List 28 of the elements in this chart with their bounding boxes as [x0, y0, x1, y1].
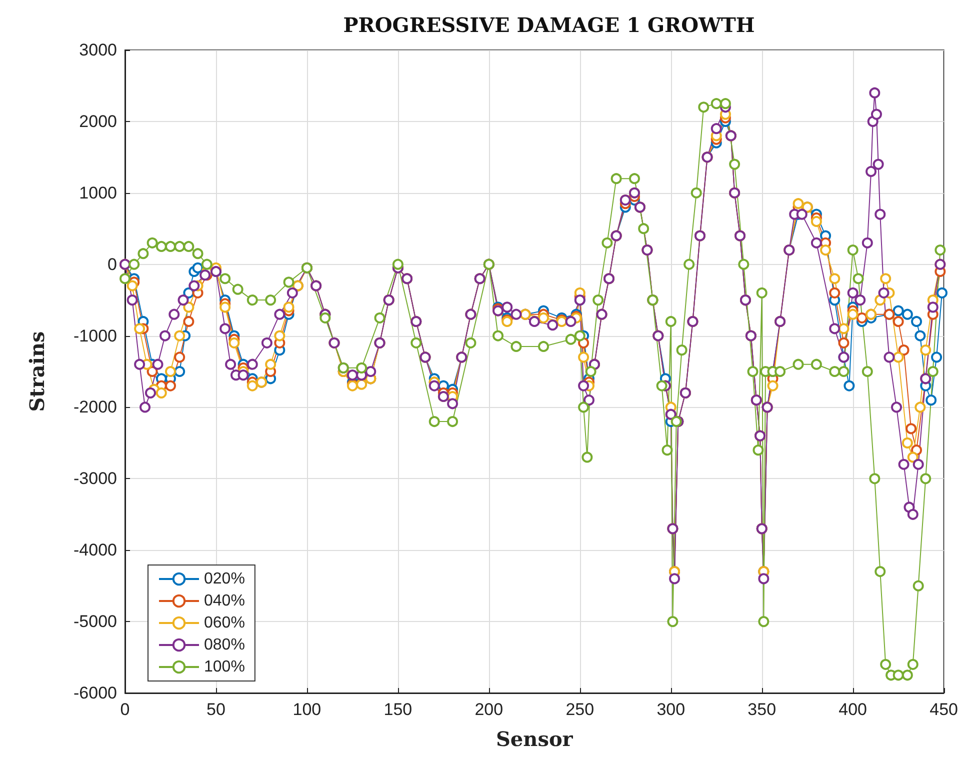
x-tick-label: 300	[656, 700, 686, 719]
x-tick-label: 0	[120, 700, 130, 719]
y-tick-label: -5000	[74, 612, 117, 632]
y-tick-label: -4000	[74, 540, 117, 560]
y-tick-label: 0	[108, 254, 117, 274]
chart-title: PROGRESSIVE DAMAGE 1 GROWTH	[343, 13, 755, 37]
legend-label: 080%	[204, 636, 245, 654]
y-tick-label: -6000	[74, 684, 117, 702]
legend-label: 040%	[204, 592, 245, 610]
x-tick-label: 100	[292, 700, 322, 719]
x-tick-label: 200	[474, 700, 504, 719]
legend-label: 100%	[204, 658, 245, 676]
y-tick-label: 3000	[79, 40, 117, 60]
y-tick-label: -3000	[74, 469, 117, 488]
x-tick-label: 400	[838, 700, 868, 719]
x-tick-label: 250	[566, 700, 594, 719]
y-tick-label: 2000	[79, 112, 117, 131]
y-tick-label: -2000	[74, 398, 117, 417]
x-tick-label: 150	[384, 700, 412, 719]
legend-label: 020%	[204, 570, 245, 588]
x-tick-label: 350	[748, 700, 776, 719]
y-tick-label: 1000	[79, 183, 117, 202]
x-tick-label: 450	[930, 700, 958, 719]
legend-label: 060%	[204, 614, 245, 632]
y-tick-label: -1000	[74, 326, 117, 346]
y-axis-title: Strains	[25, 331, 49, 412]
x-axis-title: Sensor	[496, 727, 574, 751]
x-tick-label: 50	[206, 700, 226, 719]
